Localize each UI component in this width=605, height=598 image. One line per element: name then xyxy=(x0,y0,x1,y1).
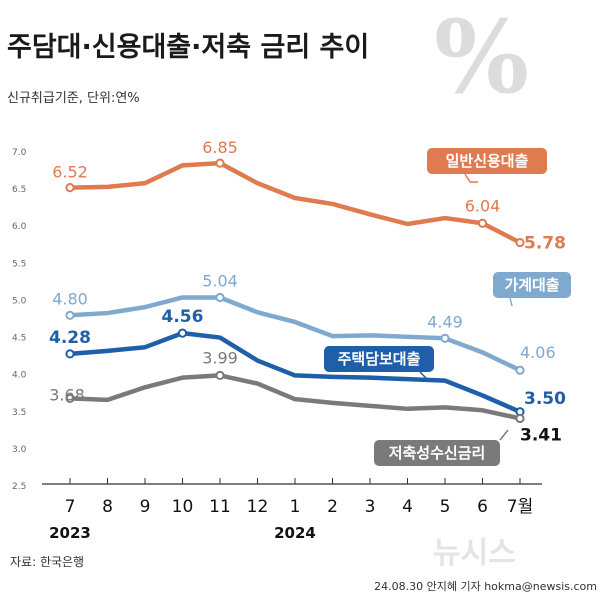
data-label: 6.04 xyxy=(465,196,501,215)
series-4: 3.68 3.99 3.41 xyxy=(49,348,562,445)
data-label: 3.50 xyxy=(524,389,566,409)
y-tick-label: 4.0 xyxy=(12,371,27,381)
watermark-logo: 뉴시스 xyxy=(433,536,516,571)
chart-title: 주담대·신용대출·저축 금리 추이 xyxy=(7,32,369,63)
year-labels: 2023 2024 xyxy=(49,524,316,542)
x-tick-label: 4 xyxy=(402,497,413,517)
tag-box xyxy=(427,148,547,174)
x-tick-label: 7 xyxy=(65,497,76,517)
source-note: 자료: 한국은행 xyxy=(10,554,84,569)
series-line xyxy=(67,160,523,245)
tag-box xyxy=(324,346,434,372)
data-label: 4.28 xyxy=(49,328,91,348)
data-point xyxy=(440,333,450,343)
data-label: 3.99 xyxy=(202,348,238,367)
series-2: 4.80 5.04 4.49 4.06 xyxy=(52,271,556,375)
data-point xyxy=(515,237,525,248)
data-point xyxy=(65,183,75,193)
x-tick-label: 3 xyxy=(365,497,376,517)
series-tag: 일반신용대출 xyxy=(427,148,547,183)
x-tick-label: 10 xyxy=(172,497,194,517)
data-point xyxy=(515,413,525,424)
data-point xyxy=(65,349,75,359)
y-tick-label: 3.0 xyxy=(12,445,27,455)
data-label: 3.68 xyxy=(49,385,85,404)
y-tick-label: 7.0 xyxy=(12,148,27,158)
y-tick-label: 5.0 xyxy=(12,296,27,306)
series-line xyxy=(67,295,523,373)
x-tick-label: 6 xyxy=(477,497,488,517)
data-label: 3.41 xyxy=(520,425,562,445)
tag-text: 가계대출 xyxy=(504,276,559,294)
data-point xyxy=(65,393,75,404)
y-tick-label: 6.0 xyxy=(12,222,27,232)
tag-text: 저축성수신금리 xyxy=(389,444,486,462)
data-point xyxy=(215,292,225,303)
tag-text: 일반신용대출 xyxy=(446,152,529,170)
series-tag: 저축성수신금리 xyxy=(374,429,509,466)
x-axis: 7 8 9 10 11 12 1 2 3 4 5 6 7월 xyxy=(65,478,533,517)
y-tick-label: 2.5 xyxy=(12,482,26,492)
tag-leader xyxy=(499,429,509,441)
data-point xyxy=(215,370,225,381)
x-tick-label: 7월 xyxy=(507,497,533,517)
x-tick-label: 9 xyxy=(140,497,151,517)
percent-decor-icon: % xyxy=(434,0,529,116)
tag-leader xyxy=(419,371,429,381)
x-tick-label: 2 xyxy=(327,497,338,517)
series-layer: 6.52 6.85 6.04 5.78 4.80 5.04 4.49 4.06 4.28 4.56… xyxy=(49,138,566,445)
x-tick-label: 8 xyxy=(102,497,113,517)
tag-leader xyxy=(509,297,513,307)
data-label: 6.85 xyxy=(202,138,238,157)
data-label: 5.78 xyxy=(524,234,566,254)
x-tick-label: 5 xyxy=(440,497,451,517)
data-label: 4.80 xyxy=(52,289,88,308)
series-line xyxy=(67,373,523,421)
data-label: 6.52 xyxy=(52,163,88,182)
series-line xyxy=(67,330,523,415)
year-label: 2023 xyxy=(49,524,91,542)
data-point xyxy=(177,328,188,338)
data-label: 5.04 xyxy=(202,271,238,290)
data-point xyxy=(215,158,225,168)
data-label: 4.56 xyxy=(162,307,204,327)
x-tick-label: 11 xyxy=(209,497,231,517)
series-1: 6.52 6.85 6.04 5.78 xyxy=(52,138,566,253)
series-tag: 주택담보대출 xyxy=(324,346,434,381)
data-label: 4.49 xyxy=(427,312,463,331)
x-tick-label: 12 xyxy=(247,497,269,517)
y-tick-label: 3.5 xyxy=(12,408,26,418)
year-label: 2024 xyxy=(274,524,316,542)
series-3: 4.28 4.56 3.50 xyxy=(49,307,566,417)
tag-leader xyxy=(464,173,478,183)
chart-subtitle: 신규취급기준, 단위:연% xyxy=(7,91,140,106)
data-point xyxy=(65,310,75,320)
tag-box xyxy=(493,272,571,298)
y-tick-label: 6.5 xyxy=(12,185,26,195)
y-tick-label: 4.5 xyxy=(12,334,26,344)
data-label: 4.06 xyxy=(520,343,556,362)
y-tick-label: 5.5 xyxy=(12,259,26,269)
y-axis: 2.5 3.0 3.5 4.0 4.5 5.0 5.5 6.0 6.5 7.0 xyxy=(12,148,27,492)
tag-box xyxy=(374,440,500,466)
data-point xyxy=(515,365,525,375)
tag-text: 주택담보대출 xyxy=(338,350,421,368)
series-tag: 가계대출 xyxy=(493,272,571,307)
data-point xyxy=(477,218,488,228)
x-tick-label: 1 xyxy=(290,497,301,517)
credit-line: 24.08.30 안지혜 기자 hokma@newsis.com xyxy=(374,580,597,593)
